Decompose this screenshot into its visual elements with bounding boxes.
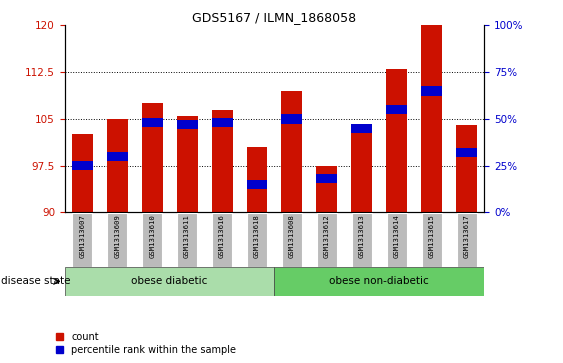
Bar xyxy=(421,25,442,212)
Text: GSM1313612: GSM1313612 xyxy=(324,215,330,258)
Legend: count, percentile rank within the sample: count, percentile rank within the sample xyxy=(56,331,236,355)
Bar xyxy=(107,213,127,267)
Bar xyxy=(386,69,407,212)
Bar xyxy=(72,161,93,170)
Text: GSM1313610: GSM1313610 xyxy=(149,215,155,258)
Bar xyxy=(177,120,198,129)
Text: disease state: disease state xyxy=(1,276,70,286)
Text: GSM1313613: GSM1313613 xyxy=(359,215,365,258)
Bar xyxy=(247,213,267,267)
Text: GSM1313617: GSM1313617 xyxy=(464,215,470,258)
Bar xyxy=(177,116,198,212)
Bar xyxy=(317,213,337,267)
Bar xyxy=(386,105,407,114)
Text: GSM1313607: GSM1313607 xyxy=(79,215,85,258)
Bar xyxy=(422,213,442,267)
Bar xyxy=(212,118,233,127)
Text: obese non-diabetic: obese non-diabetic xyxy=(329,276,429,286)
Text: GSM1313614: GSM1313614 xyxy=(394,215,400,258)
Text: GSM1313611: GSM1313611 xyxy=(184,215,190,258)
Text: obese diabetic: obese diabetic xyxy=(131,276,208,286)
Bar xyxy=(212,110,233,212)
Bar xyxy=(421,86,442,95)
Bar xyxy=(316,166,337,212)
Bar xyxy=(282,91,302,212)
Bar xyxy=(456,125,477,212)
Bar xyxy=(72,134,93,212)
Bar xyxy=(247,147,267,212)
Text: GSM1313616: GSM1313616 xyxy=(219,215,225,258)
Bar xyxy=(72,213,92,267)
Title: GDS5167 / ILMN_1868058: GDS5167 / ILMN_1868058 xyxy=(193,11,356,24)
Bar xyxy=(107,119,128,212)
Bar xyxy=(352,213,372,267)
Bar xyxy=(247,180,267,189)
Bar xyxy=(316,174,337,183)
Text: GSM1313618: GSM1313618 xyxy=(254,215,260,258)
Text: GSM1313615: GSM1313615 xyxy=(429,215,435,258)
Bar xyxy=(282,114,302,123)
Bar xyxy=(351,125,372,212)
Bar xyxy=(142,118,163,127)
Bar xyxy=(142,213,162,267)
Bar xyxy=(387,213,406,267)
Bar xyxy=(142,103,163,212)
Text: GSM1313608: GSM1313608 xyxy=(289,215,295,258)
Bar xyxy=(65,267,275,296)
Bar xyxy=(107,152,128,161)
Bar xyxy=(282,213,302,267)
Bar xyxy=(457,213,477,267)
Bar xyxy=(177,213,197,267)
Bar xyxy=(212,213,232,267)
Bar xyxy=(351,123,372,133)
Bar xyxy=(275,267,484,296)
Bar xyxy=(456,148,477,157)
Text: GSM1313609: GSM1313609 xyxy=(114,215,120,258)
